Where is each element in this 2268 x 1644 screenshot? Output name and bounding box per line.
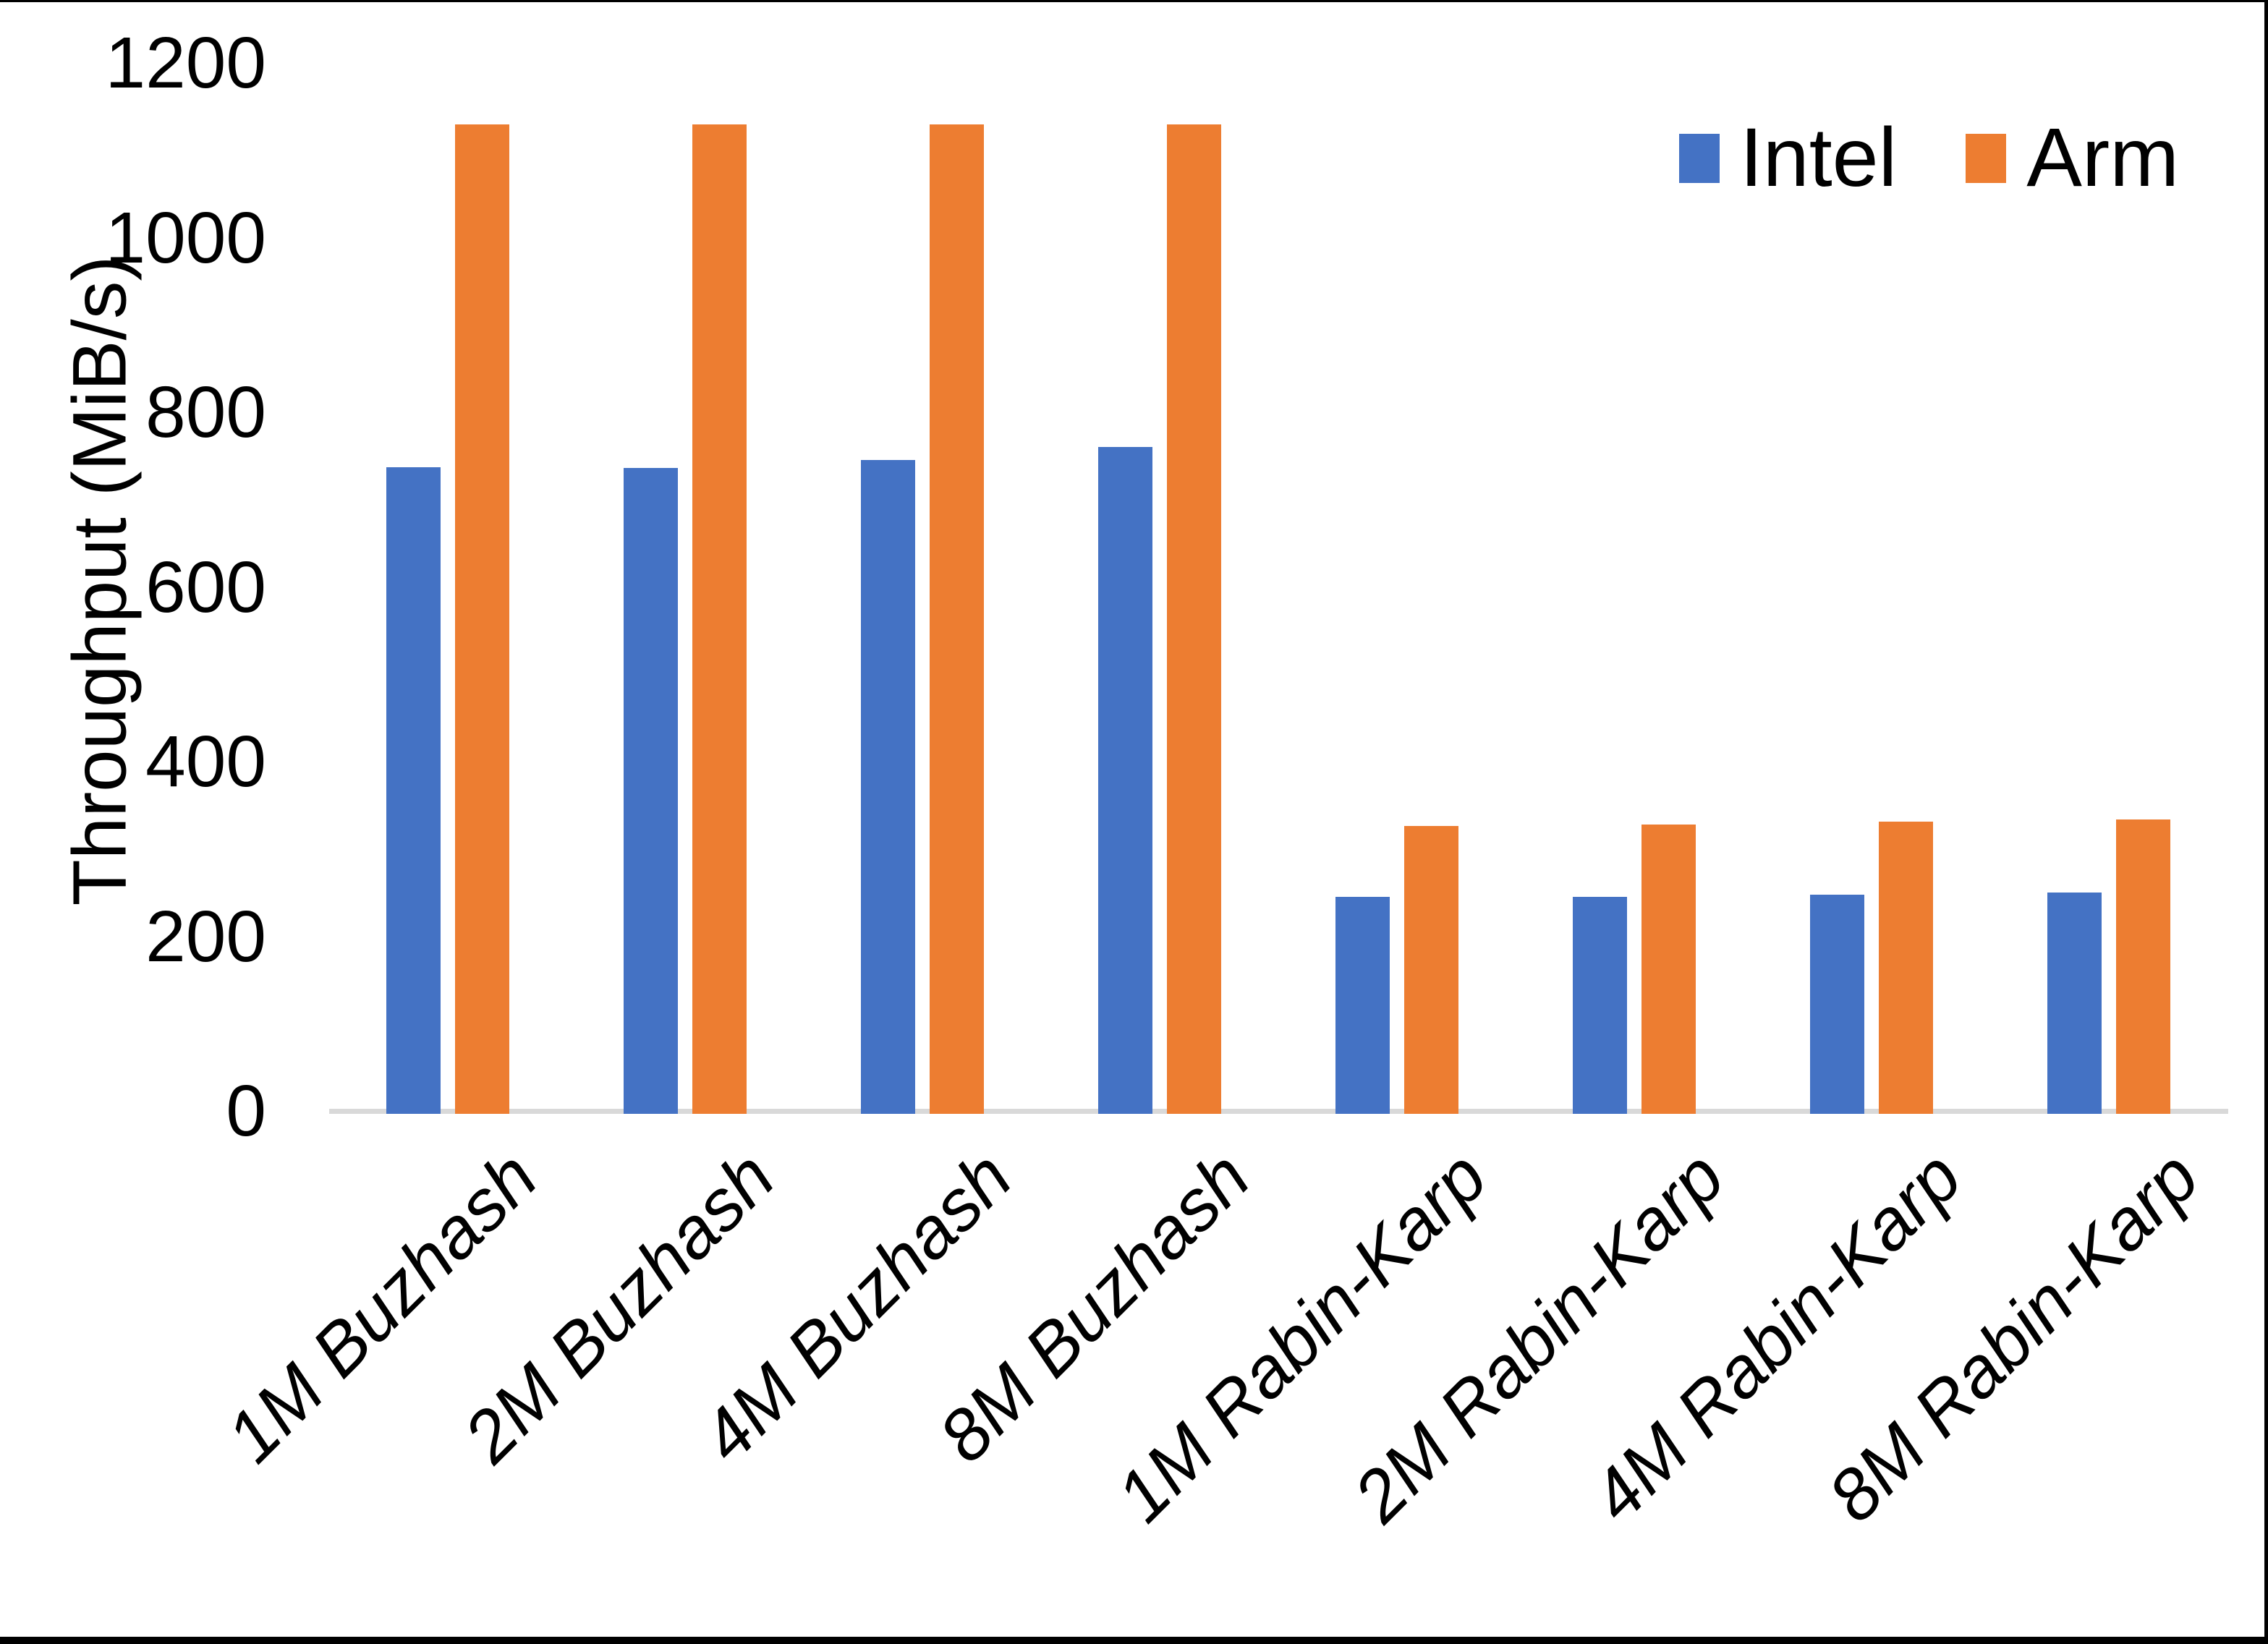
bar-group-8m-buzhash — [1041, 63, 1278, 1114]
bar-arm-2m-rabin-karp — [1641, 825, 1696, 1114]
bar-intel-1m-rabin-karp — [1335, 897, 1390, 1114]
y-tick-label-800: 800 — [145, 372, 266, 453]
bar-intel-4m-buzhash — [861, 460, 915, 1114]
bar-arm-4m-rabin-karp — [1879, 822, 1933, 1114]
y-tick-label-0: 0 — [226, 1070, 266, 1151]
y-tick-label-200: 200 — [145, 895, 266, 977]
bar-intel-2m-rabin-karp — [1573, 897, 1627, 1114]
plot-area — [329, 63, 2228, 1114]
y-tick-label-600: 600 — [145, 546, 266, 628]
y-tick-label-1200: 1200 — [105, 22, 266, 103]
x-axis-line — [329, 1109, 2228, 1114]
bar-group-2m-rabin-karp — [1516, 63, 1753, 1114]
legend: Intel Arm — [1678, 111, 2179, 204]
bar-group-4m-rabin-karp — [1753, 63, 1990, 1114]
y-tick-label-1000: 1000 — [105, 197, 266, 278]
y-tick-label-400: 400 — [145, 721, 266, 802]
legend-swatch-intel — [1678, 133, 1720, 183]
bar-intel-8m-rabin-karp — [2047, 893, 2102, 1114]
legend-label-intel: Intel — [1739, 111, 1898, 204]
bar-group-4m-buzhash — [804, 63, 1041, 1114]
bar-arm-2m-buzhash — [692, 124, 747, 1114]
bar-intel-8m-buzhash — [1098, 447, 1152, 1114]
bar-arm-1m-buzhash — [455, 124, 509, 1114]
legend-swatch-arm — [1966, 133, 2007, 183]
bar-intel-4m-rabin-karp — [1810, 895, 1864, 1114]
bar-intel-1m-buzhash — [386, 467, 441, 1114]
bar-group-1m-buzhash — [329, 63, 566, 1114]
bar-group-8m-rabin-karp — [1990, 63, 2227, 1114]
legend-label-arm: Arm — [2026, 111, 2179, 204]
bar-arm-1m-rabin-karp — [1404, 826, 1458, 1114]
bar-group-2m-buzhash — [566, 63, 804, 1114]
bar-arm-8m-rabin-karp — [2116, 819, 2170, 1114]
bar-arm-8m-buzhash — [1167, 124, 1221, 1114]
legend-item-arm: Arm — [1966, 116, 2179, 200]
legend-item-intel: Intel — [1678, 111, 1898, 204]
bar-intel-2m-buzhash — [624, 468, 678, 1114]
bar-arm-4m-buzhash — [930, 124, 984, 1114]
bar-group-1m-rabin-karp — [1278, 63, 1516, 1114]
